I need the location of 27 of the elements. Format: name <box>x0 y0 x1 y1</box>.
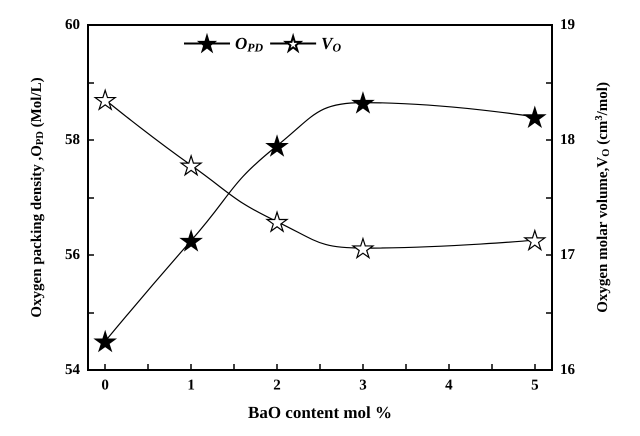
x-tick-label: 0 <box>101 378 109 394</box>
y2-tick-label: 19 <box>560 17 575 33</box>
point <box>94 331 116 352</box>
y2-tick-label: 16 <box>560 362 576 378</box>
x-tick-label: 5 <box>531 378 539 394</box>
x-tick-label: 1 <box>187 378 195 394</box>
y2-axis-title: Oxygen molar volume,VO (cm3/mol) <box>594 82 612 313</box>
x-tick-label: 2 <box>273 378 281 394</box>
point <box>266 136 288 156</box>
y-tick-label: 60 <box>65 17 80 33</box>
point <box>180 230 202 251</box>
x-axis-title: BaO content mol % <box>248 403 392 422</box>
point <box>266 212 288 232</box>
y2-tick-label: 17 <box>560 247 576 263</box>
y2-tick-label: 18 <box>560 132 575 148</box>
point <box>352 238 374 258</box>
point <box>180 155 202 176</box>
point <box>352 92 374 113</box>
point <box>524 230 546 250</box>
x-tick-label: 3 <box>359 378 367 394</box>
y-tick-label: 58 <box>65 132 80 148</box>
point <box>524 106 546 128</box>
y-tick-label: 54 <box>65 362 80 378</box>
point <box>94 90 116 110</box>
y-tick-label: 56 <box>65 247 80 263</box>
y-axis-title: Oxygen packing density ,OPD (Mol/L) <box>29 77 46 318</box>
x-tick-label: 4 <box>445 378 454 394</box>
